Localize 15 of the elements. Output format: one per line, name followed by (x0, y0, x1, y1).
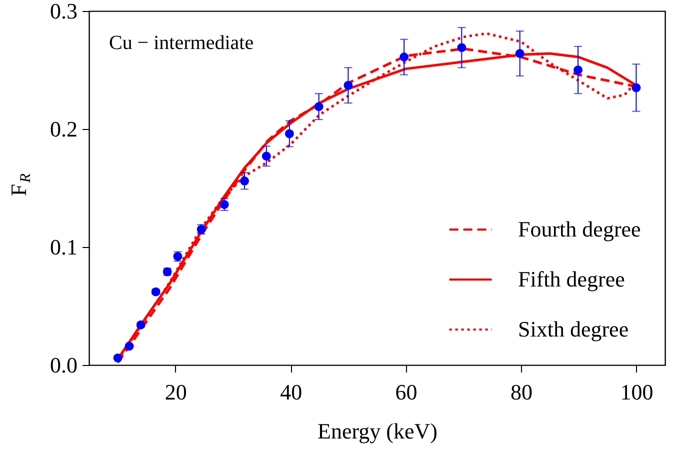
y-axis-title: FR (6, 173, 34, 196)
y-tick-label: 0.0 (50, 352, 78, 378)
x-tick-label: 60 (395, 380, 418, 404)
y-tick-label: 0.1 (50, 234, 78, 260)
legend-label: Fifth degree (518, 266, 625, 292)
annotation: Cu − intermediate (109, 32, 254, 54)
legend-label: Fourth degree (518, 216, 641, 242)
x-tick-label: 80 (510, 380, 532, 404)
legend-label: Sixth degree (518, 316, 629, 342)
y-tick-label: 0.2 (50, 116, 78, 142)
x-tick-label: 40 (280, 380, 302, 404)
x-axis-title: Energy (keV) (318, 418, 438, 444)
x-tick-label: 20 (164, 380, 187, 404)
y-tick-label: 0.3 (50, 0, 78, 24)
x-tick-label: 100 (620, 380, 654, 404)
